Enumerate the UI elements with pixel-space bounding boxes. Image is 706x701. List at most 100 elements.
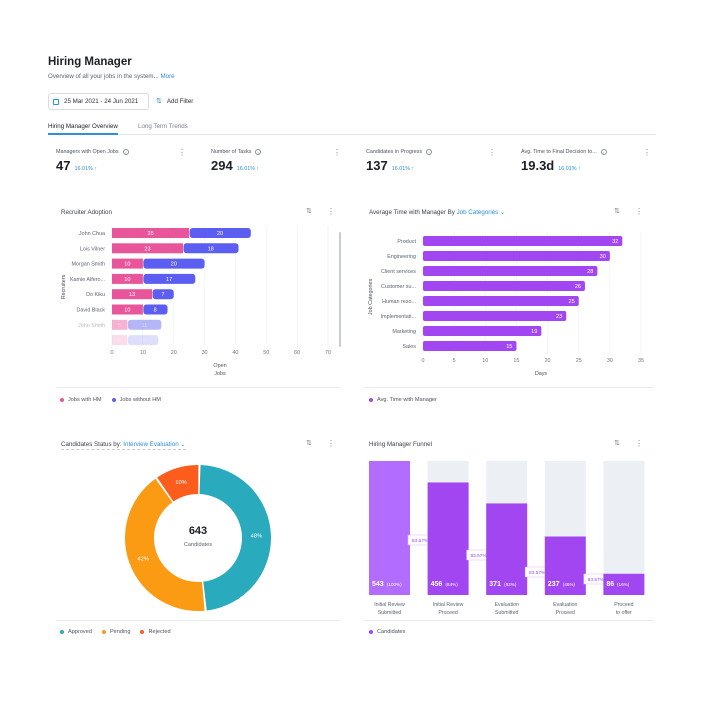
bar-value-label: 5 bbox=[118, 338, 121, 344]
bar-value-label: 20 bbox=[217, 231, 223, 237]
bar-value-label: 10 bbox=[140, 338, 146, 344]
funnel-bar bbox=[427, 482, 469, 595]
y-category-label: Kamie Alfero... bbox=[70, 277, 105, 283]
y-category-label: Customer su... bbox=[381, 284, 416, 290]
x-tick-label: 60 bbox=[294, 350, 300, 356]
card-menu-icon[interactable]: ⋮ bbox=[327, 439, 335, 448]
kpi-value: 294 bbox=[211, 158, 233, 173]
kpi-number-of-tasks: Number of Tasks i 294 16.01% ↑ bbox=[211, 149, 262, 173]
x-tick-label: 35 bbox=[638, 358, 644, 364]
bar bbox=[423, 296, 579, 306]
bar-without-hm bbox=[152, 289, 174, 300]
bar-with-hm bbox=[112, 335, 128, 346]
y-category-label: Sales bbox=[403, 344, 417, 350]
x-tick-label: 20 bbox=[545, 358, 551, 364]
legend-item[interactable]: Jobs with HM bbox=[60, 397, 102, 403]
scrollbar[interactable] bbox=[339, 232, 341, 347]
kpi-menu-icon[interactable]: ⋮ bbox=[643, 148, 651, 157]
kpi-menu-icon[interactable]: ⋮ bbox=[488, 148, 496, 157]
x-axis-label: Jobs bbox=[214, 371, 226, 377]
funnel-bar bbox=[544, 536, 586, 595]
funnel-bar-value: 237 bbox=[548, 581, 560, 588]
x-tick-label: 50 bbox=[263, 350, 269, 356]
bar-without-hm bbox=[143, 273, 196, 284]
legend-item[interactable]: Avg. Time with Manager bbox=[369, 397, 437, 403]
bar bbox=[423, 236, 623, 246]
legend-item[interactable]: Approved bbox=[60, 629, 92, 635]
bar-with-hm bbox=[112, 228, 190, 238]
y-category-label: Implementati... bbox=[381, 314, 416, 320]
y-category-label: David Black bbox=[77, 308, 106, 314]
interview-evaluation-dropdown[interactable]: Interview Evaluation ⌄ bbox=[123, 441, 186, 448]
funnel-bar bbox=[486, 503, 528, 595]
x-axis-label: Open bbox=[213, 363, 226, 369]
funnel-stage-label: to offer bbox=[616, 610, 632, 616]
bar-value-label: 26 bbox=[575, 284, 581, 290]
page-title: Hiring Manager bbox=[48, 56, 132, 68]
legend-item[interactable]: Jobs without HM bbox=[111, 397, 161, 403]
x-tick-label: 25 bbox=[576, 358, 582, 364]
sort-icon[interactable]: ⇅ bbox=[306, 208, 312, 215]
legend-item[interactable]: Pending bbox=[101, 629, 130, 635]
info-icon[interactable]: i bbox=[426, 149, 433, 155]
bar-value-label: 19 bbox=[531, 329, 537, 335]
bar-value-label: 30 bbox=[600, 254, 606, 260]
filter-icon: ⇅ bbox=[156, 98, 162, 105]
sort-icon[interactable]: ⇅ bbox=[614, 440, 620, 447]
bar-value-label: 28 bbox=[587, 269, 593, 275]
funnel-bar-percent: (84%) bbox=[446, 582, 459, 587]
x-tick-label: 30 bbox=[607, 358, 613, 364]
kpi-menu-icon[interactable]: ⋮ bbox=[178, 148, 186, 157]
x-tick-label: 0 bbox=[422, 358, 425, 364]
funnel-bar-background bbox=[603, 461, 645, 595]
avg-time-legend: Avg. Time with Manager bbox=[369, 397, 437, 403]
bar-with-hm bbox=[112, 319, 128, 330]
tab-long-term-trends[interactable]: Long Term Trends bbox=[138, 123, 188, 130]
bar-without-hm bbox=[189, 228, 251, 238]
y-category-label: Engineering bbox=[387, 254, 416, 260]
card-menu-icon[interactable]: ⋮ bbox=[635, 207, 643, 216]
kpi-managers-open-jobs: Managers with Open Jobs i 47 16.01% ↑ bbox=[56, 149, 129, 173]
card-menu-icon[interactable]: ⋮ bbox=[327, 207, 335, 216]
more-link[interactable]: More bbox=[160, 73, 175, 80]
bar bbox=[423, 281, 585, 291]
add-filter-button[interactable]: ⇅ Add Filter bbox=[156, 97, 193, 106]
legend-item[interactable]: Candidates bbox=[369, 629, 405, 635]
y-category-label: Product bbox=[397, 239, 416, 245]
bar-value-label: 25 bbox=[568, 299, 574, 305]
info-icon[interactable]: i bbox=[122, 149, 129, 155]
funnel-bar-percent: (46%) bbox=[563, 582, 576, 587]
sort-icon[interactable]: ⇅ bbox=[306, 440, 312, 447]
info-icon[interactable]: i bbox=[600, 149, 607, 155]
donut-slice-approved bbox=[199, 465, 271, 611]
info-icon[interactable]: i bbox=[255, 149, 262, 155]
kpi-value: 47 bbox=[56, 158, 71, 173]
kpi-change: 16.01% ↑ bbox=[74, 166, 97, 172]
legend-item[interactable]: Rejected bbox=[140, 629, 171, 635]
subtitle-text: Overview of all your jobs in the system.… bbox=[48, 73, 159, 80]
date-range-picker[interactable]: 25 Mar 2021 - 24 Jun 2021 bbox=[48, 93, 149, 110]
kpi-menu-icon[interactable]: ⋮ bbox=[333, 148, 341, 157]
avg-time-title: Average Time with Manager By Job Categor… bbox=[369, 209, 506, 216]
card-menu-icon[interactable]: ⋮ bbox=[635, 439, 643, 448]
funnel-stage-label: Proceed bbox=[614, 602, 633, 608]
candidates-donut-chart: 48% 42% 10% 643 Candidates bbox=[124, 465, 271, 611]
x-tick-label: 15 bbox=[513, 358, 519, 364]
candidates-status-legend: Approved Pending Rejected bbox=[60, 629, 171, 635]
funnel-bar-value: 543 bbox=[372, 581, 384, 588]
funnel-bar-value: 86 bbox=[606, 581, 614, 588]
sort-icon[interactable]: ⇅ bbox=[614, 208, 620, 215]
kpi-label: Avg. Time to Final Decision to... bbox=[521, 149, 597, 155]
job-categories-dropdown[interactable]: Job Categories ⌄ bbox=[456, 209, 506, 216]
bar-value-label: 8 bbox=[154, 308, 157, 314]
funnel-stage-label: Proceed bbox=[438, 610, 457, 616]
conversion-rate-label: 83.57% bbox=[412, 538, 429, 544]
funnel-title: Hiring Manager Funnel bbox=[369, 441, 432, 448]
bar bbox=[423, 326, 542, 336]
bar-value-label: 20 bbox=[171, 262, 177, 268]
funnel-bar-percent: (100%) bbox=[387, 582, 402, 587]
tab-hiring-manager-overview[interactable]: Hiring Manager Overview bbox=[48, 123, 118, 135]
hiring-funnel-chart: 543 (100%) Initial Review Submitted 83.57% 45… bbox=[369, 461, 645, 616]
conversion-rate-label: 83.57% bbox=[529, 570, 546, 576]
page-subtitle: Overview of all your jobs in the system.… bbox=[48, 73, 175, 80]
